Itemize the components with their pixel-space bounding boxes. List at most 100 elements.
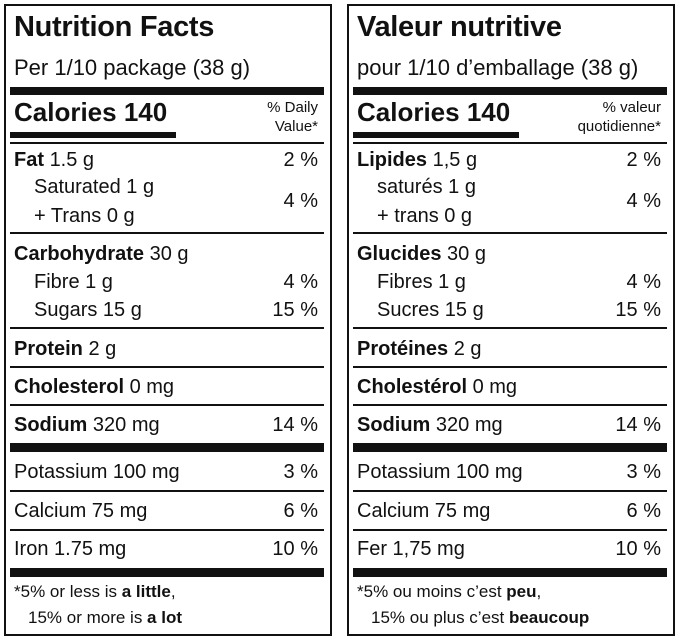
daily-value-header: Value*	[274, 118, 318, 135]
rule	[353, 568, 667, 577]
nutrient-row: Fibres 1 g	[377, 270, 466, 294]
nutrient-amount: Calcium 75 mg	[357, 500, 491, 522]
nutrient-row: Lipides 1,5 g	[357, 148, 477, 172]
panel-title: Valeur nutritive	[357, 11, 562, 43]
nutrient-row: Potassium 100 mg	[14, 460, 180, 484]
rule	[353, 142, 667, 144]
nutrient-subline: + Trans 0 g	[34, 205, 135, 227]
nutrient-amount: Fer 1,75 mg	[357, 538, 465, 560]
daily-value: 15 %	[272, 299, 318, 321]
footnote: *5% ou moins c’est peu,	[357, 581, 541, 603]
nutrient-row: Calcium 75 mg	[14, 499, 147, 523]
daily-value: 4 %	[283, 190, 318, 212]
nutrient-amount: 30 g	[447, 243, 486, 265]
footnote-text: peu	[506, 582, 537, 601]
nutrient-amount: 30 g	[149, 243, 189, 265]
nutrient-name: Cholestérol	[357, 376, 468, 398]
footnote-text: ,	[170, 582, 176, 601]
nutrient-subline: Saturated 1 g	[34, 176, 155, 198]
rule	[10, 490, 324, 492]
nutrient-row: Fibre 1 g	[34, 270, 113, 294]
rule	[10, 87, 324, 95]
footnote-text: *5% or less is	[14, 582, 122, 601]
nutrient-amount: Fibre 1 g	[34, 271, 113, 293]
nutrient-amount: Sucres 15 g	[377, 299, 484, 321]
rule	[10, 132, 176, 138]
nutrient-amount: Potassium 100 mg	[14, 461, 180, 483]
nutrient-row: Calcium 75 mg	[357, 499, 490, 523]
nutrient-name: Sodium	[357, 414, 431, 436]
daily-value: 15 %	[615, 299, 661, 321]
nutrient-amount: 320 mg	[92, 414, 160, 436]
nutrient-amount: 2 g	[453, 338, 482, 360]
nutrient-amount: 0 mg	[129, 376, 175, 398]
daily-value: 6 %	[283, 500, 318, 522]
daily-value: 6 %	[626, 500, 661, 522]
nutrient-row: Glucides 30 g	[357, 242, 486, 266]
nutrient-name: Fat	[14, 149, 44, 171]
nutrient-name: Lipides	[357, 149, 428, 171]
rule	[353, 232, 667, 234]
nutrition-panel: Nutrition Facts Per 1/10 package (38 g) Ca…	[4, 4, 332, 636]
nutrient-amount: 0 mg	[472, 376, 518, 398]
footnote: 15% or more is a lot	[28, 607, 182, 629]
footnote: 15% ou plus c’est beaucoup	[371, 607, 589, 629]
rule	[10, 443, 324, 452]
nutrient-row: Protéines 2 g	[357, 337, 482, 361]
nutrient-row: Fer 1,75 mg	[357, 537, 465, 561]
nutrient-row: Carbohydrate 30 g	[14, 242, 189, 266]
daily-value: 3 %	[283, 461, 318, 483]
nutrient-row: Sodium 320 mg	[357, 413, 503, 437]
nutrient-name: Protein	[14, 338, 83, 360]
nutrient-row: Cholestérol 0 mg	[357, 375, 517, 399]
nutrient-name: Sodium	[14, 414, 88, 436]
nutrient-amount: Calcium 75 mg	[14, 500, 148, 522]
rule	[10, 404, 324, 406]
daily-value-header: % valeur	[602, 99, 661, 116]
nutrient-row: Sodium 320 mg	[14, 413, 160, 437]
rule	[353, 366, 667, 368]
nutrient-name: Glucides	[357, 243, 442, 265]
nutrient-name: Carbohydrate	[14, 243, 145, 265]
footnote-text: a lot	[147, 608, 182, 627]
rule	[10, 568, 324, 577]
nutrient-name: Protéines	[357, 338, 449, 360]
daily-value-header: quotidienne*	[577, 118, 661, 135]
daily-value: 14 %	[272, 414, 318, 436]
footnote-text: ,	[536, 582, 542, 601]
nutrient-amount: 1,5 g	[432, 149, 478, 171]
nutrient-row: Cholesterol 0 mg	[14, 375, 174, 399]
footnote-text: beaucoup	[508, 608, 590, 627]
serving-size: Per 1/10 package (38 g)	[14, 55, 251, 80]
rule	[10, 366, 324, 368]
nutrition-panel: Valeur nutritive pour 1/10 d’emballage (3…	[347, 4, 675, 636]
daily-value-header: % Daily	[267, 99, 318, 116]
rule	[353, 443, 667, 452]
nutrient-amount: 320 mg	[435, 414, 503, 436]
rule	[10, 232, 324, 234]
nutrient-amount: Fibres 1 g	[377, 271, 466, 293]
rule	[353, 404, 667, 406]
nutrient-subline: + trans 0 g	[377, 205, 473, 227]
nutrient-row: Potassium 100 mg	[357, 460, 523, 484]
rule	[10, 142, 324, 144]
daily-value: 3 %	[626, 461, 661, 483]
daily-value: 2 %	[626, 149, 661, 171]
calories: Calories 140	[14, 97, 168, 127]
rule	[353, 327, 667, 329]
rule	[10, 327, 324, 329]
nutrient-subline: saturés 1 g	[377, 176, 476, 198]
rule	[353, 87, 667, 95]
daily-value: 2 %	[283, 149, 318, 171]
nutrient-row: Iron 1.75 mg	[14, 537, 126, 561]
rule	[353, 529, 667, 531]
nutrient-row: Protein 2 g	[14, 337, 116, 361]
calories: Calories 140	[357, 97, 511, 127]
panel-title: Nutrition Facts	[14, 11, 215, 43]
footnote: *5% or less is a little,	[14, 581, 176, 603]
daily-value: 10 %	[615, 538, 661, 560]
daily-value: 4 %	[283, 271, 318, 293]
footnote-text: a little	[121, 582, 171, 601]
daily-value: 4 %	[626, 190, 661, 212]
